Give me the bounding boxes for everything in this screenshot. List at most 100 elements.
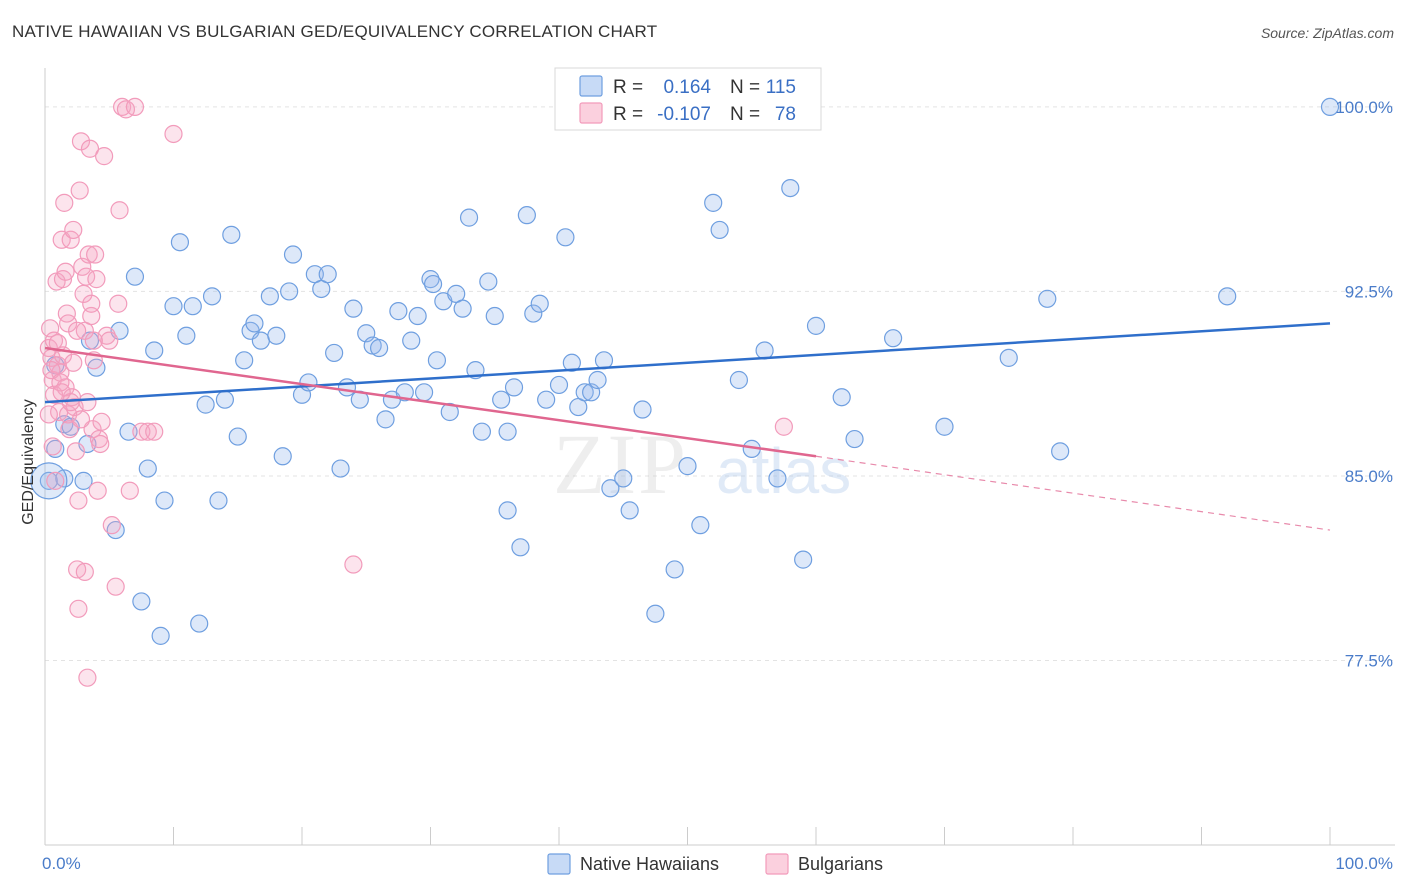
- native-hawaiians-point-27: [222, 225, 241, 244]
- native-hawaiians-point-54: [395, 383, 414, 402]
- bottom-legend-label-native-hawaiians: Native Hawaiians: [580, 854, 719, 874]
- native-hawaiians-point-73: [517, 206, 536, 225]
- native-hawaiians-point-11: [119, 422, 138, 441]
- bottom-legend-swatch-blue: [547, 853, 571, 875]
- bulgarians-point-38: [88, 481, 107, 500]
- native-hawaiians-point-108: [1218, 287, 1237, 306]
- native-hawaiians-point-58: [421, 270, 440, 289]
- native-hawaiians-point-64: [459, 208, 479, 227]
- bulgarians-point-70: [78, 668, 97, 687]
- bulgarians-point-19: [64, 220, 83, 240]
- native-hawaiians-point-42: [318, 265, 337, 284]
- legend-n-value-2: 78: [775, 104, 796, 125]
- bulgarians-point-40: [92, 412, 111, 431]
- y-tick-label-2: 92.5%: [1345, 282, 1393, 301]
- bulgarians-point-76: [52, 383, 71, 402]
- native-hawaiians-point-72: [511, 538, 530, 557]
- x-tick-label-1: 100.0%: [1335, 854, 1393, 873]
- bulgarians-point-75: [43, 437, 62, 456]
- legend-r-value-2: -0.107: [657, 104, 711, 125]
- bulgarians-point-32: [80, 139, 100, 158]
- native-hawaiians-point-96: [755, 341, 774, 360]
- native-hawaiians-point-39: [299, 373, 318, 392]
- native-hawaiians-point-114: [423, 274, 443, 294]
- native-hawaiians-point-14: [138, 459, 157, 478]
- native-hawaiians-point-103: [883, 329, 903, 348]
- watermark: ZIP atlas: [553, 416, 851, 512]
- bulgarians-point-11: [53, 270, 73, 289]
- native-hawaiians-point-106: [1038, 289, 1057, 308]
- legend-swatch-blue: [579, 75, 603, 97]
- bulgarians-point-36: [86, 245, 105, 264]
- native-hawaiians-point-5: [74, 471, 93, 490]
- native-hawaiians-point-55: [402, 331, 421, 350]
- chart-title: NATIVE HAWAIIAN VS BULGARIAN GED/EQUIVAL…: [12, 22, 658, 41]
- native-hawaiians-point-86: [614, 469, 633, 488]
- native-hawaiians-point-93: [710, 220, 729, 240]
- bulgarians-point-43: [100, 331, 119, 350]
- bulgarians-point-31: [79, 245, 98, 264]
- native-hawaiians-point-89: [665, 560, 684, 579]
- native-hawaiians-point-1: [46, 439, 65, 458]
- native-hawaiians-point-110: [1320, 97, 1340, 117]
- x-tick-label-0: 0.0%: [42, 854, 81, 873]
- native-hawaiians-point-37: [283, 245, 303, 264]
- native-hawaiians-points: [30, 97, 1340, 645]
- native-hawaiians-point-105: [999, 348, 1018, 367]
- bulgarians-point-67: [68, 321, 87, 340]
- native-hawaiians-point-56: [408, 306, 427, 326]
- native-hawaiians-point-7: [80, 331, 100, 350]
- bulgarians-point-57: [774, 417, 793, 436]
- svg-text:atlas: atlas: [716, 435, 851, 507]
- native-hawaiians-point-69: [492, 390, 511, 409]
- native-hawaiians-point-20: [177, 326, 196, 345]
- bulgarians-point-12: [55, 193, 74, 212]
- native-hawaiians-point-26: [215, 390, 234, 409]
- native-hawaiians-point-43: [325, 343, 344, 363]
- native-hawaiians-point-71: [504, 378, 524, 397]
- native-hawaiians-point-101: [832, 388, 851, 407]
- bulgarians-point-73: [91, 434, 110, 454]
- bulgarians-point-5: [46, 471, 65, 490]
- bulgarians-point-66: [64, 353, 83, 372]
- y-axis-label: GED/Equivalency: [20, 399, 37, 524]
- bulgarians-trend-line-extension: [815, 455, 1331, 531]
- bottom-legend-label-bulgarians: Bulgarians: [798, 854, 883, 874]
- native-hawaiians-point-44: [331, 459, 350, 478]
- y-tick-label-3: 100.0%: [1335, 98, 1393, 117]
- native-hawaiians-point-57: [414, 383, 434, 402]
- bulgarians-point-52: [132, 422, 151, 441]
- native-hawaiians-point-16: [151, 626, 170, 645]
- native-hawaiians-point-59: [427, 351, 447, 370]
- native-hawaiians-point-84: [594, 351, 614, 370]
- bottom-legend: Native Hawaiians Bulgarians: [547, 853, 883, 875]
- bulgarians-point-23: [69, 599, 88, 618]
- native-hawaiians-point-45: [337, 378, 357, 397]
- bulgarians-point-37: [87, 270, 106, 289]
- native-hawaiians-point-23: [196, 395, 215, 414]
- native-hawaiians-point-90: [678, 457, 697, 476]
- legend-n-value-1: 115: [766, 77, 796, 98]
- native-hawaiians-point-63: [453, 299, 472, 318]
- bulgarians-point-21: [66, 442, 85, 461]
- native-hawaiians-point-36: [280, 282, 299, 301]
- native-hawaiians-point-0: [39, 471, 58, 490]
- bulgarians-point-46: [109, 294, 128, 313]
- native-hawaiians-point-70: [498, 422, 517, 441]
- bulgarians-point-45: [106, 577, 125, 596]
- native-hawaiians-point-22: [190, 614, 209, 633]
- x-tick-labels: 0.0% 100.0%: [42, 854, 1393, 873]
- native-hawaiians-point-94: [729, 370, 749, 390]
- native-hawaiians-point-76: [537, 390, 556, 409]
- native-hawaiians-point-88: [646, 604, 665, 623]
- bulgarians-point-14: [57, 304, 76, 323]
- native-hawaiians-point-74: [524, 304, 543, 323]
- native-hawaiians-point-81: [575, 383, 594, 402]
- native-hawaiians-point-32: [251, 331, 270, 350]
- native-hawaiians-point-113: [620, 501, 639, 520]
- bulgarians-point-30: [78, 393, 97, 412]
- bulgarians-point-63: [56, 262, 75, 281]
- native-hawaiians-point-92: [704, 193, 723, 212]
- native-hawaiians-trend-line: [44, 322, 1331, 404]
